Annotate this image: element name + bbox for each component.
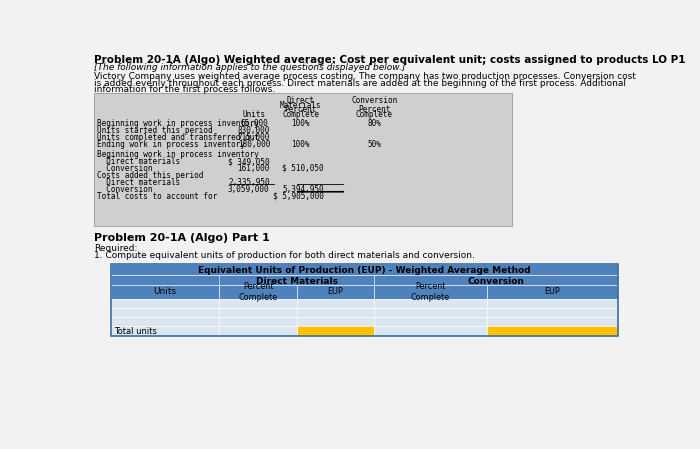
- Text: 65,000: 65,000: [240, 119, 268, 128]
- FancyBboxPatch shape: [111, 317, 219, 326]
- Text: Problem 20-1A (Algo) Weighted average: Cost per equivalent unit; costs assigned : Problem 20-1A (Algo) Weighted average: C…: [94, 55, 685, 66]
- Text: Conversion: Conversion: [351, 96, 398, 105]
- FancyBboxPatch shape: [297, 308, 375, 317]
- Text: EUP: EUP: [545, 287, 561, 296]
- Text: [The following information applies to the questions displayed below.]: [The following information applies to th…: [94, 63, 405, 72]
- FancyBboxPatch shape: [297, 317, 375, 326]
- Text: 3,059,000: 3,059,000: [228, 185, 270, 194]
- FancyBboxPatch shape: [486, 326, 618, 336]
- Text: Beginning work in process inventory: Beginning work in process inventory: [97, 150, 259, 159]
- FancyBboxPatch shape: [219, 326, 297, 336]
- Text: $ 510,050: $ 510,050: [282, 164, 324, 173]
- FancyBboxPatch shape: [486, 308, 618, 317]
- Text: 80%: 80%: [368, 119, 382, 128]
- FancyBboxPatch shape: [111, 308, 219, 317]
- Text: Costs added this period: Costs added this period: [97, 171, 203, 180]
- FancyBboxPatch shape: [94, 93, 512, 225]
- Text: Equivalent Units of Production (EUP) - Weighted Average Method: Equivalent Units of Production (EUP) - W…: [198, 266, 531, 275]
- FancyBboxPatch shape: [219, 275, 374, 285]
- Text: Conversion: Conversion: [468, 277, 525, 286]
- Text: Units started this period: Units started this period: [97, 126, 212, 135]
- FancyBboxPatch shape: [219, 299, 297, 308]
- Text: 100%: 100%: [291, 119, 310, 128]
- Text: Direct materials: Direct materials: [97, 178, 180, 187]
- FancyBboxPatch shape: [374, 275, 618, 285]
- Text: Conversion: Conversion: [97, 164, 153, 173]
- FancyBboxPatch shape: [374, 308, 486, 317]
- Text: Units completed and transferred out: Units completed and transferred out: [97, 133, 259, 142]
- Text: Percent: Percent: [358, 106, 391, 114]
- Text: Units: Units: [153, 287, 176, 296]
- Text: 161,000: 161,000: [237, 164, 270, 173]
- Text: Required:: Required:: [94, 244, 137, 253]
- FancyBboxPatch shape: [374, 326, 486, 336]
- FancyBboxPatch shape: [374, 299, 486, 308]
- FancyBboxPatch shape: [111, 326, 219, 336]
- Text: Conversion: Conversion: [97, 185, 153, 194]
- Text: Units: Units: [243, 110, 266, 119]
- Text: Total costs to account for: Total costs to account for: [97, 192, 217, 201]
- Text: Complete: Complete: [356, 110, 393, 119]
- Text: Materials: Materials: [280, 101, 321, 110]
- FancyBboxPatch shape: [297, 299, 375, 308]
- Text: 2,335,950: 2,335,950: [228, 178, 270, 187]
- Text: Beginning work in process inventory: Beginning work in process inventory: [97, 119, 259, 128]
- FancyBboxPatch shape: [219, 285, 297, 299]
- Text: information for the first process follows.: information for the first process follow…: [94, 85, 275, 94]
- Text: Problem 20-1A (Algo) Part 1: Problem 20-1A (Algo) Part 1: [94, 233, 270, 243]
- FancyBboxPatch shape: [374, 285, 486, 299]
- Text: $ 349,050: $ 349,050: [228, 157, 270, 166]
- Text: Direct: Direct: [287, 96, 314, 105]
- FancyBboxPatch shape: [111, 299, 219, 308]
- Text: $ 5,905,000: $ 5,905,000: [273, 192, 324, 201]
- Text: Percent: Percent: [284, 106, 317, 114]
- Text: Percent
Complete: Percent Complete: [239, 282, 278, 302]
- FancyBboxPatch shape: [111, 264, 618, 275]
- Text: 830,000: 830,000: [238, 126, 270, 135]
- Text: Ending work in process inventory: Ending work in process inventory: [97, 140, 245, 149]
- FancyBboxPatch shape: [486, 299, 618, 308]
- Text: EUP: EUP: [328, 287, 344, 296]
- FancyBboxPatch shape: [486, 317, 618, 326]
- Text: Complete: Complete: [282, 110, 319, 119]
- FancyBboxPatch shape: [219, 317, 297, 326]
- FancyBboxPatch shape: [486, 285, 618, 299]
- Text: Percent
Complete: Percent Complete: [411, 282, 450, 302]
- FancyBboxPatch shape: [297, 285, 375, 299]
- FancyBboxPatch shape: [374, 317, 486, 326]
- Text: 1. Compute equivalent units of production for both direct materials and conversi: 1. Compute equivalent units of productio…: [94, 251, 475, 260]
- Text: 5,394,950: 5,394,950: [282, 185, 324, 194]
- Text: is added evenly throughout each process. Direct materials are added at the begin: is added evenly throughout each process.…: [94, 79, 626, 88]
- Text: Direct materials: Direct materials: [97, 157, 180, 166]
- Text: Direct Materials: Direct Materials: [256, 277, 337, 286]
- Text: 50%: 50%: [368, 140, 382, 149]
- Text: Victory Company uses weighted average process costing. The company has two produ: Victory Company uses weighted average pr…: [94, 72, 636, 81]
- FancyBboxPatch shape: [297, 326, 375, 336]
- Text: 715,000: 715,000: [238, 133, 270, 142]
- Text: 100%: 100%: [291, 140, 310, 149]
- Text: 180,000: 180,000: [238, 140, 270, 149]
- FancyBboxPatch shape: [219, 308, 297, 317]
- FancyBboxPatch shape: [111, 285, 219, 299]
- FancyBboxPatch shape: [111, 275, 618, 285]
- Text: Total units: Total units: [114, 327, 157, 336]
